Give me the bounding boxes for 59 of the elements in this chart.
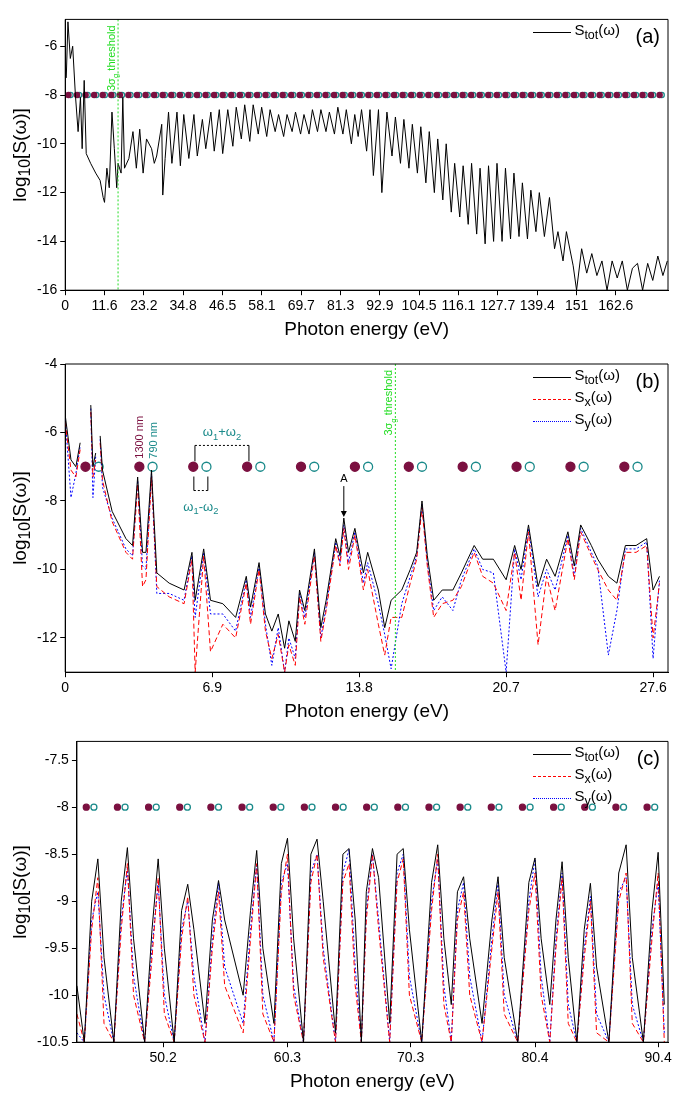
y-tick-label: -4 [44,354,58,371]
y-tick-label: -10.5 [36,1033,70,1050]
annotation: A [340,472,349,485]
y-tick-label: -8 [44,491,58,508]
x-axis-title: Photon energy (eV) [283,318,450,340]
legend-label: S$_{y}$(ω) [574,787,613,810]
x-axis-title: Photon energy (eV) [289,1070,456,1092]
legend-label: S$_{tot}$(ω) [574,743,620,766]
x-tick-label: 20.7 [492,679,520,696]
legend-label: S$_{x}$(ω) [574,388,613,410]
legend-label: S$_{y}$(ω) [574,410,613,432]
x-tick-label: 46.5 [209,297,237,314]
y-tick-label: -9 [56,892,70,909]
y-tick-label: -12 [37,183,58,200]
x-tick-label: 27.6 [639,679,667,696]
annotation: (a) [635,25,661,48]
x-tick-label: 92.9 [366,297,394,314]
x-tick-label: 34.8 [169,297,197,314]
x-tick-label: 162.6 [598,297,634,314]
x-tick-label: 81.3 [326,297,355,314]
x-axis-title: Photon energy (eV) [283,700,450,722]
y-tick-label: -6 [44,423,58,440]
x-tick-label: 80.4 [521,1049,549,1066]
annotation: (b) [635,370,661,392]
y-tick-label: -16 [37,281,58,298]
y-tick-label: -8.5 [44,845,70,862]
legend-label: S$_{x}$(ω) [574,765,613,788]
y-tick-label: -10 [37,560,58,577]
annotation: (c) [636,747,661,770]
x-tick-label: 13.8 [345,679,373,696]
x-tick-label: 127.7 [480,297,516,314]
y-tick-label: -9.5 [44,939,70,956]
x-tick-label: 0 [61,679,70,696]
y-tick-label: -8 [44,85,58,102]
x-tick-label: 104.5 [401,297,437,314]
y-tick-label: -14 [37,232,58,249]
x-tick-label: 23.2 [130,297,158,314]
legend-label: S$_{tot}$(ω) [574,21,620,44]
x-tick-label: 58.1 [248,297,276,314]
legend-label: S$_{tot}$(ω) [574,366,620,388]
x-tick-label: 116.1 [441,297,476,314]
x-tick-label: 60.3 [273,1049,302,1066]
annotation: 1300 nm [133,415,146,459]
annotation: 790 nm [146,422,159,459]
x-tick-label: 69.7 [287,297,316,314]
x-tick-label: 151 [564,297,589,314]
x-tick-label: 0 [61,297,70,314]
x-tick-label: 90.4 [644,1049,672,1066]
x-tick-label: 11.6 [91,297,118,314]
x-tick-label: 70.3 [397,1049,425,1066]
y-tick-label: -8 [56,798,70,815]
x-tick-label: 139.4 [519,297,556,314]
y-tick-label: -12 [37,628,58,645]
y-tick-label: -10 [48,986,70,1003]
x-tick-label: 6.9 [202,679,223,696]
y-tick-label: -7.5 [44,751,70,768]
y-tick-label: -10 [37,134,58,151]
y-tick-label: -6 [44,37,58,54]
x-tick-label: 50.2 [149,1049,177,1066]
